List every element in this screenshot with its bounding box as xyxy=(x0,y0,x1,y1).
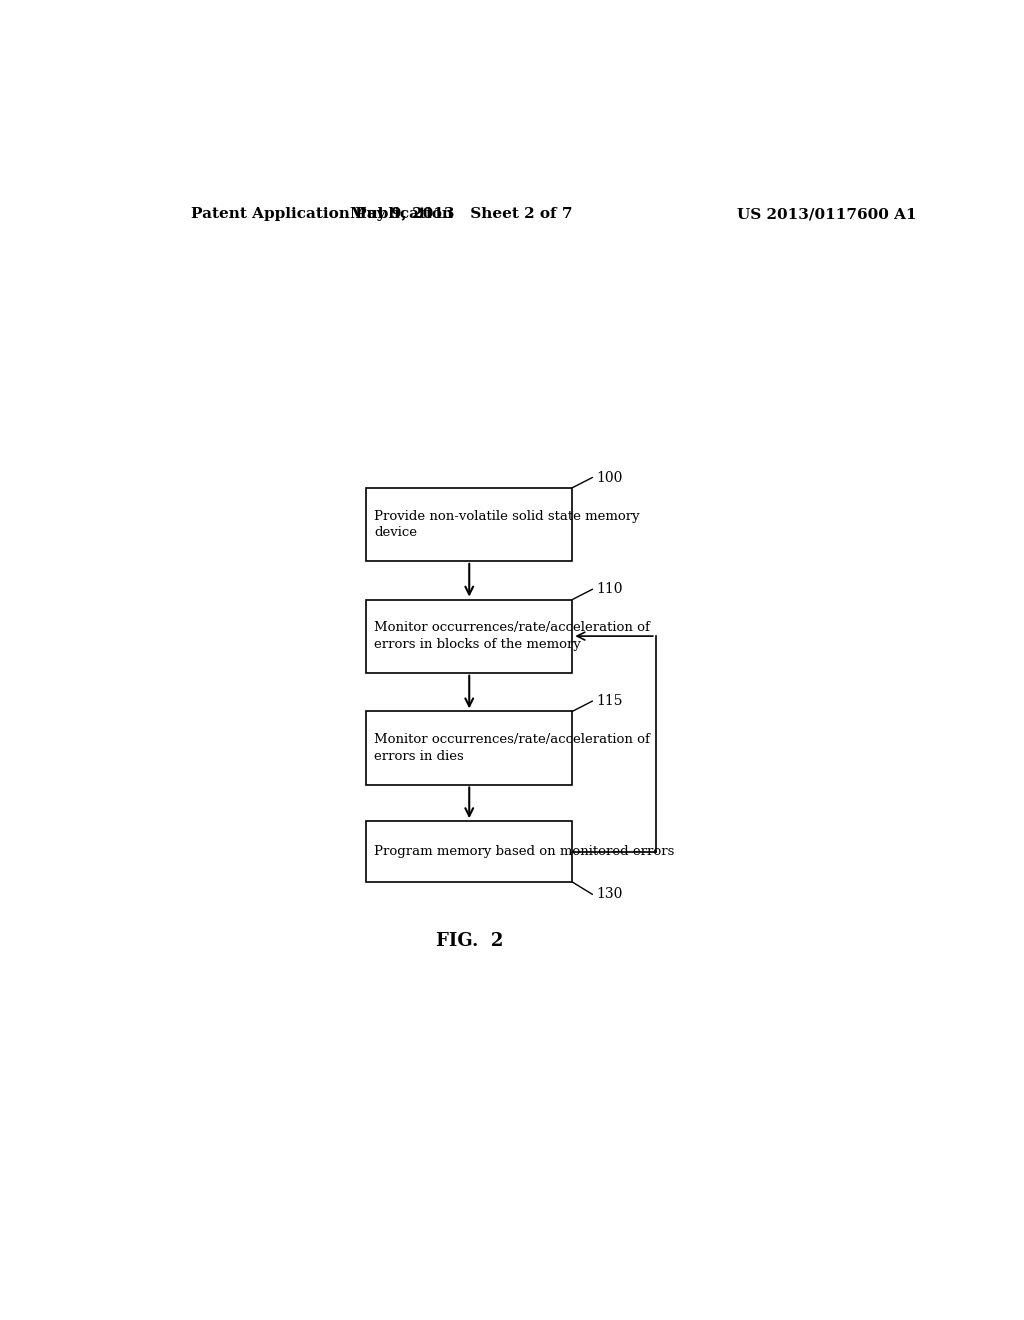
Text: 100: 100 xyxy=(596,470,623,484)
Text: 130: 130 xyxy=(596,887,623,902)
Text: Monitor occurrences/rate/acceleration of
errors in blocks of the memory: Monitor occurrences/rate/acceleration of… xyxy=(374,622,650,651)
Bar xyxy=(367,821,572,882)
Text: Patent Application Publication: Patent Application Publication xyxy=(191,207,454,222)
Bar xyxy=(367,711,572,784)
Text: May 9, 2013   Sheet 2 of 7: May 9, 2013 Sheet 2 of 7 xyxy=(350,207,572,222)
Text: 115: 115 xyxy=(596,694,623,708)
Bar xyxy=(367,599,572,673)
Text: Program memory based on monitored errors: Program memory based on monitored errors xyxy=(374,845,675,858)
Text: US 2013/0117600 A1: US 2013/0117600 A1 xyxy=(736,207,916,222)
Text: 110: 110 xyxy=(596,582,623,597)
Text: Monitor occurrences/rate/acceleration of
errors in dies: Monitor occurrences/rate/acceleration of… xyxy=(374,733,650,763)
Text: Provide non-volatile solid state memory
device: Provide non-volatile solid state memory … xyxy=(374,510,640,539)
Text: FIG.  2: FIG. 2 xyxy=(435,932,503,950)
Bar xyxy=(367,487,572,561)
